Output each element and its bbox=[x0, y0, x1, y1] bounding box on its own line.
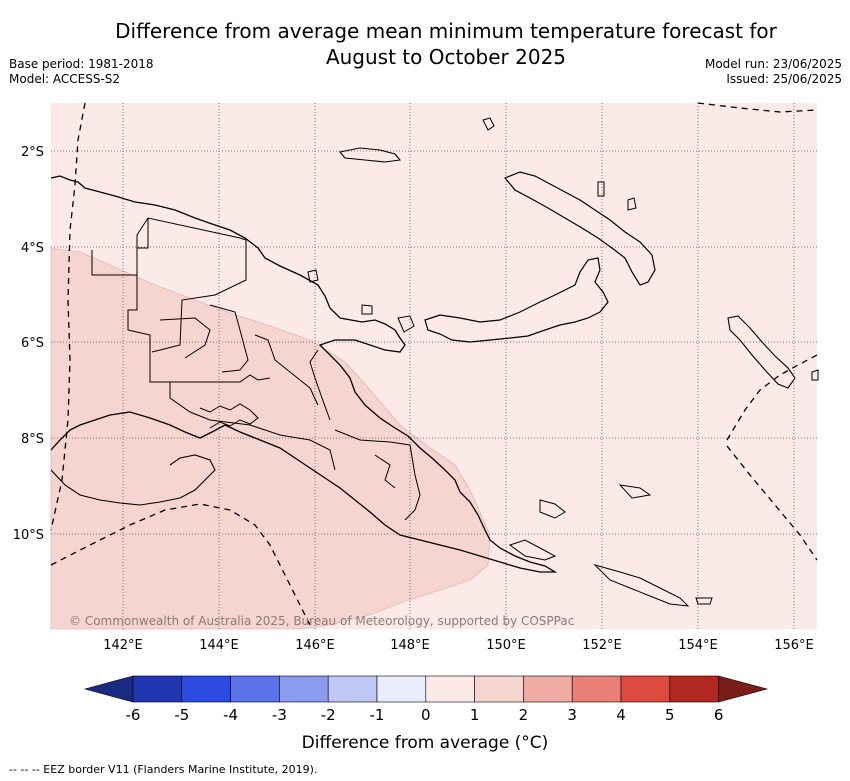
eez-legend-note: -- -- -- EEZ border V11 (Flanders Marine… bbox=[9, 763, 318, 776]
colorbar: -6 -5 -4 -3 -2 -1 0 1 2 3 4 5 6 bbox=[83, 675, 769, 724]
colorbar-tick-label: 6 bbox=[714, 706, 724, 724]
colorbar-tick-label: 4 bbox=[616, 706, 626, 724]
title-line-1: Difference from average mean minimum tem… bbox=[115, 19, 777, 43]
lon-gridlines bbox=[122, 103, 795, 629]
title-line-2: August to October 2025 bbox=[325, 45, 567, 69]
warm-anomaly-region bbox=[50, 247, 491, 630]
colorbar-segment bbox=[376, 675, 427, 703]
lon-label: 146°E bbox=[295, 638, 335, 653]
lon-label: 150°E bbox=[486, 638, 526, 653]
meta-left: Base period: 1981-2018 Model: ACCESS-S2 bbox=[9, 57, 154, 87]
forecast-map: 2°S 4°S 6°S 8°S 10°S 142°E 144°E 146°E 1… bbox=[13, 102, 819, 653]
lon-label: 144°E bbox=[199, 638, 239, 653]
lat-labels: 2°S 4°S 6°S 8°S 10°S bbox=[13, 145, 44, 543]
copyright-notice: © Commonwealth of Australia 2025, Bureau… bbox=[69, 614, 575, 628]
lon-label: 142°E bbox=[103, 638, 143, 653]
manus-island bbox=[338, 147, 402, 163]
lon-label: 156°E bbox=[774, 638, 814, 653]
colorbar-extend-low bbox=[83, 675, 134, 703]
colorbar-segment bbox=[327, 675, 378, 703]
lat-label: 6°S bbox=[21, 336, 44, 351]
eez-borders bbox=[50, 102, 818, 630]
base-period-text: Base period: 1981-2018 bbox=[9, 57, 154, 71]
small-islands bbox=[307, 117, 819, 607]
new-britain-island bbox=[424, 257, 609, 343]
lon-labels: 142°E 144°E 146°E 148°E 150°E 152°E 154°… bbox=[103, 638, 814, 653]
colorbar-segment bbox=[571, 675, 622, 703]
colorbar-ticks: -6 -5 -4 -3 -2 -1 0 1 2 3 4 5 6 bbox=[126, 706, 724, 724]
colorbar-segment bbox=[132, 675, 183, 703]
lon-label: 148°E bbox=[390, 638, 430, 653]
colorbar-tick-label: 1 bbox=[470, 706, 480, 724]
fly-river-delta bbox=[199, 403, 259, 429]
colorbar-segment bbox=[620, 675, 671, 703]
model-run-text: Model run: 23/06/2025 bbox=[704, 57, 842, 71]
province-borders bbox=[91, 217, 421, 521]
colorbar-tick-label: -1 bbox=[370, 706, 385, 724]
model-text: Model: ACCESS-S2 bbox=[9, 72, 121, 86]
lat-label: 4°S bbox=[21, 241, 44, 256]
colorbar-segment bbox=[230, 675, 280, 703]
lat-label: 8°S bbox=[21, 432, 44, 447]
colorbar-segments bbox=[83, 675, 769, 703]
colorbar-tick-label: 2 bbox=[519, 706, 529, 724]
issued-text: Issued: 25/06/2025 bbox=[726, 72, 842, 86]
colorbar-segment bbox=[181, 675, 231, 703]
bougainville-island bbox=[727, 315, 796, 389]
colorbar-segment bbox=[523, 675, 573, 703]
colorbar-label: Difference from average (°C) bbox=[301, 733, 549, 753]
colorbar-tick-label: 5 bbox=[665, 706, 675, 724]
lat-label: 10°S bbox=[13, 528, 44, 543]
colorbar-extend-high bbox=[718, 675, 769, 703]
map-title: Difference from average mean minimum tem… bbox=[0, 18, 850, 70]
colorbar-segment bbox=[474, 675, 524, 703]
colorbar-segment bbox=[425, 675, 475, 703]
new-ireland-island bbox=[504, 171, 656, 286]
meta-right: Model run: 23/06/2025 Issued: 25/06/2025 bbox=[705, 57, 842, 87]
colorbar-tick-label: -6 bbox=[126, 706, 141, 724]
colorbar-tick-label: 0 bbox=[421, 706, 431, 724]
colorbar-tick-label: 3 bbox=[567, 706, 577, 724]
colorbar-segment bbox=[279, 675, 329, 703]
south-coast bbox=[50, 454, 216, 506]
colorbar-tick-label: -4 bbox=[223, 706, 238, 724]
lat-label: 2°S bbox=[21, 145, 44, 160]
colorbar-tick-label: -3 bbox=[272, 706, 287, 724]
lon-label: 152°E bbox=[582, 638, 622, 653]
colorbar-tick-label: -5 bbox=[174, 706, 189, 724]
new-guinea-coastline bbox=[50, 175, 558, 573]
lon-label: 154°E bbox=[678, 638, 718, 653]
colorbar-tick-label: -2 bbox=[321, 706, 336, 724]
colorbar-segment bbox=[669, 675, 719, 703]
